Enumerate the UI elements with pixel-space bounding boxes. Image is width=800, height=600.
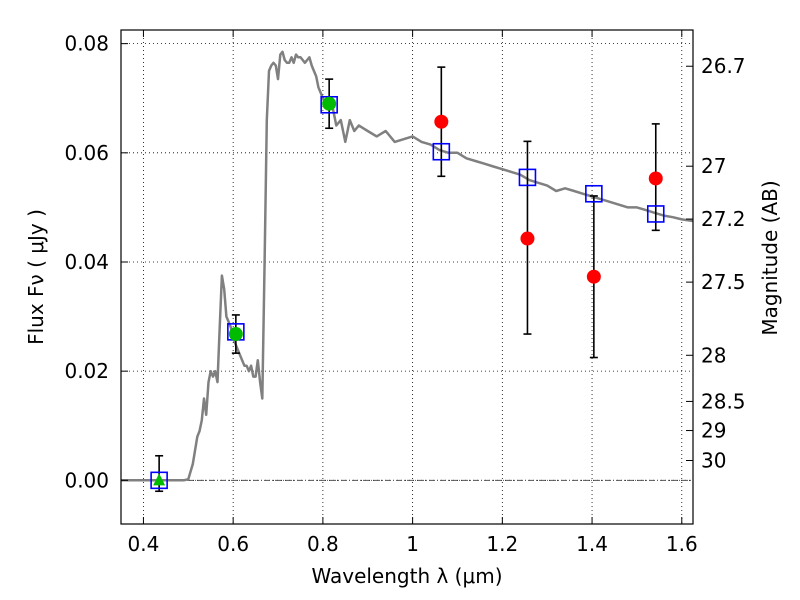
model-square <box>646 205 665 223</box>
x-axis-title: Wavelength λ (μm) <box>311 564 502 588</box>
y-tick-label: 0.08 <box>64 32 109 56</box>
x-tick-label: 0.6 <box>217 532 249 556</box>
x-tick-label: 1.6 <box>666 532 698 556</box>
y-tick-label: 0.02 <box>64 359 109 383</box>
mag-tick-label: 28 <box>701 343 726 367</box>
x-tick-label: 0.4 <box>128 532 160 556</box>
axis-ticks <box>121 30 693 524</box>
mag-tick-label: 30 <box>701 449 726 473</box>
x-tick-labels: 0.4 0.6 0.8 1 1.2 1.4 1.6 <box>128 532 698 556</box>
plot-frame <box>120 29 694 525</box>
upper-limit-point <box>153 473 166 486</box>
x-tick-label: 1.4 <box>576 532 608 556</box>
mag-tick-label: 29 <box>701 419 726 443</box>
model-square <box>518 168 537 187</box>
model-square <box>432 142 451 161</box>
x-tick-label: 1.2 <box>486 532 518 556</box>
model-square <box>585 184 603 203</box>
y-tick-label: 0.00 <box>64 468 109 492</box>
y-tick-label: 0.04 <box>64 250 109 274</box>
mag-tick-label: 27.5 <box>701 270 746 294</box>
x-tick-label: 1 <box>406 532 419 556</box>
model-square <box>150 471 168 490</box>
magnitude-tick-labels: 26.7 27 27.2 27.5 28 28.5 29 30 <box>701 54 746 472</box>
low-snr-point <box>520 231 535 246</box>
detection-point <box>228 327 243 342</box>
mag-tick-label: 27.2 <box>701 207 746 231</box>
mag-tick-label: 26.7 <box>701 54 746 78</box>
data-markers <box>150 95 665 490</box>
y-axis-title-left: Flux Fν ( μJy ) <box>24 209 48 345</box>
y-axis-title-right: Magnitude (AB) <box>758 180 782 335</box>
mag-tick-label: 27 <box>701 154 726 178</box>
y-tick-label: 0.06 <box>64 141 109 165</box>
y-tick-labels: 0.00 0.02 0.04 0.06 0.08 <box>64 32 109 493</box>
mag-tick-label: 28.5 <box>701 389 746 413</box>
low-snr-point <box>434 114 449 129</box>
low-snr-point <box>648 171 663 186</box>
detection-point <box>322 96 337 111</box>
low-snr-point <box>586 269 601 284</box>
x-tick-label: 0.8 <box>307 532 339 556</box>
